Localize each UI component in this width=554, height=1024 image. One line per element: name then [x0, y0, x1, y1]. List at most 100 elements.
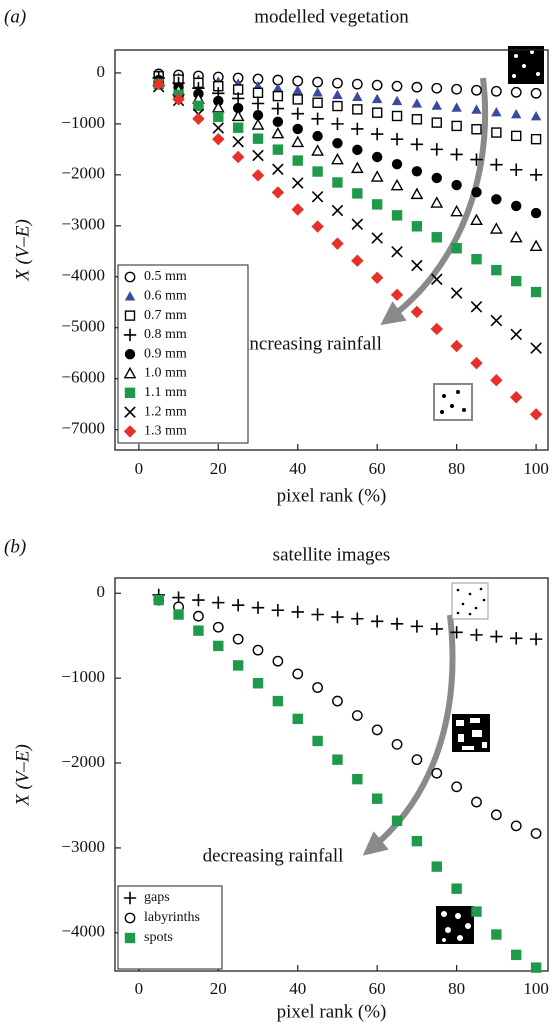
point [491, 106, 502, 117]
legend-marker [124, 932, 136, 944]
point [371, 107, 383, 118]
annotation: increasing rainfall [244, 333, 382, 354]
y-tick-label: −4000 [61, 266, 105, 285]
point [192, 593, 205, 607]
point [292, 713, 303, 725]
point [451, 781, 463, 793]
point [272, 90, 284, 102]
point [352, 104, 363, 115]
point [511, 949, 522, 961]
point [410, 187, 424, 200]
point [370, 615, 384, 628]
point [371, 151, 383, 163]
point [430, 622, 443, 636]
point [530, 87, 542, 99]
point [292, 75, 304, 87]
legend-marker [123, 425, 137, 438]
point [272, 163, 284, 176]
point [352, 91, 363, 102]
point [311, 190, 324, 203]
point [331, 610, 344, 624]
point [431, 861, 442, 872]
y-axis-title: X (V–E) [12, 744, 33, 807]
y-tick-label: −5000 [61, 317, 105, 336]
point [332, 100, 343, 112]
point [470, 153, 483, 166]
legend-marker [124, 310, 136, 321]
point [251, 97, 265, 110]
legend-label: spots [144, 930, 173, 945]
point [370, 127, 384, 141]
point [292, 155, 303, 166]
point [430, 322, 443, 336]
point [411, 835, 423, 847]
point [251, 601, 265, 614]
point [212, 621, 224, 633]
point [272, 695, 284, 707]
y-tick-label: −4000 [61, 922, 105, 941]
point [371, 232, 383, 244]
x-tick-label: 20 [210, 459, 227, 478]
point [490, 630, 503, 643]
legend-label: gaps [144, 890, 170, 905]
point [450, 204, 464, 217]
pattern-icon [451, 582, 489, 620]
point [311, 220, 324, 233]
legend-label: 0.6 mm [144, 289, 187, 304]
point [272, 144, 284, 155]
point [351, 254, 364, 267]
point [352, 773, 363, 785]
point [471, 253, 482, 265]
point [312, 76, 323, 88]
legend-box [117, 264, 249, 444]
point [312, 87, 323, 97]
point [511, 130, 522, 142]
point [232, 102, 244, 114]
point [312, 166, 323, 177]
point [193, 100, 204, 111]
x-tick-label: 100 [523, 979, 549, 998]
legend-marker [123, 328, 137, 342]
point [371, 199, 383, 210]
point [430, 196, 444, 208]
point [511, 200, 522, 212]
point [252, 644, 264, 656]
legend-marker [124, 349, 136, 360]
point [352, 144, 363, 156]
point [252, 110, 264, 121]
point [530, 286, 542, 298]
x-tick-label: 40 [289, 979, 306, 998]
point [451, 179, 462, 191]
point [312, 682, 323, 693]
point [371, 793, 383, 804]
x-tick-label: 0 [135, 979, 144, 998]
y-tick-label: −3000 [61, 215, 105, 234]
point [529, 408, 543, 421]
arrow [380, 77, 489, 326]
point [490, 85, 502, 97]
plot-frame [114, 577, 549, 972]
point [451, 120, 462, 132]
point [272, 655, 284, 667]
y-tick-label: −2000 [61, 164, 105, 183]
legend-marker [124, 406, 136, 418]
point [471, 906, 482, 917]
point [231, 109, 245, 122]
point [390, 617, 404, 631]
point [411, 81, 423, 93]
point [231, 92, 245, 105]
point [431, 82, 443, 94]
point [411, 166, 423, 177]
point [232, 122, 244, 133]
legend-box [117, 885, 223, 970]
point [451, 83, 463, 95]
point [431, 767, 443, 779]
point [530, 828, 542, 839]
point [331, 237, 344, 250]
point [252, 149, 264, 162]
point [411, 221, 423, 232]
x-axis-title: pixel rank (%) [277, 485, 387, 506]
y-tick-label: −2000 [61, 752, 105, 771]
point [450, 339, 463, 353]
point [391, 246, 403, 258]
